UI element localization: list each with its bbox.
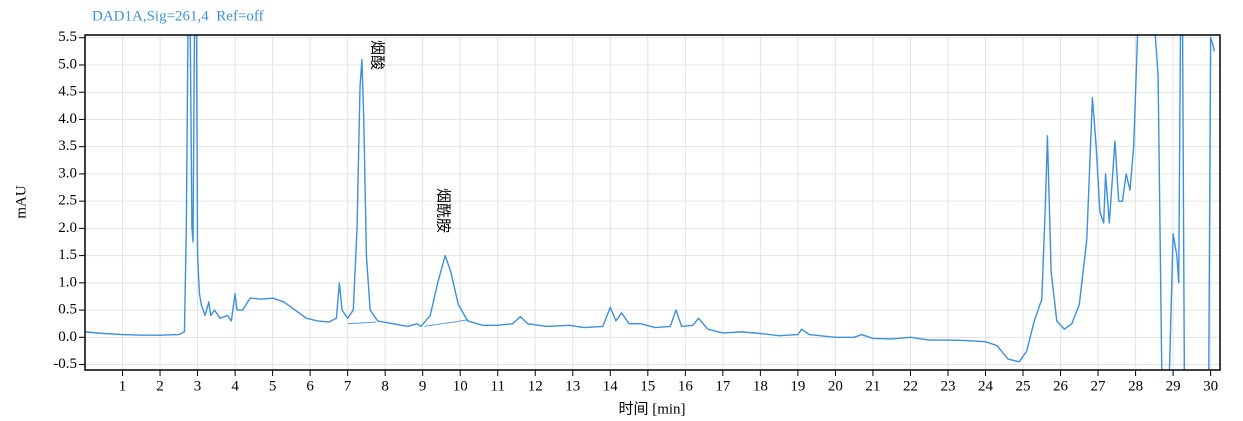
x-tick-label: 19 — [790, 378, 805, 394]
x-tick-label: 25 — [1016, 378, 1031, 394]
x-tick-label: 7 — [344, 378, 352, 394]
x-tick-label: 10 — [453, 378, 468, 394]
signal-trace — [85, 35, 1216, 370]
x-tick-label: 3 — [194, 378, 202, 394]
x-tick-label: 1 — [119, 378, 127, 394]
y-tick-label: 4.0 — [58, 111, 77, 127]
y-tick-label: 1.5 — [58, 247, 77, 263]
x-tick-label: 28 — [1128, 378, 1143, 394]
x-tick-label: 5 — [269, 378, 277, 394]
y-tick-label: 0.5 — [58, 302, 77, 318]
x-tick-label: 14 — [603, 378, 619, 394]
x-tick-label: 13 — [565, 378, 580, 394]
chart-title: DAD1A,Sig=261,4 Ref=off — [92, 8, 264, 24]
x-tick-label: 17 — [715, 378, 731, 394]
y-tick-label: -0.5 — [53, 356, 77, 372]
y-tick-label: 3.0 — [58, 165, 77, 181]
x-tick-label: 23 — [940, 378, 955, 394]
y-tick-label: 3.5 — [58, 138, 77, 154]
x-tick-label: 26 — [1053, 378, 1069, 394]
plot-frame — [84, 34, 1221, 371]
x-tick-label: 12 — [528, 378, 543, 394]
plot-area — [85, 35, 1216, 370]
x-tick-label: 9 — [419, 378, 427, 394]
x-tick-label: 2 — [156, 378, 164, 394]
x-tick-label: 11 — [491, 378, 505, 394]
x-tick-label: 24 — [978, 378, 994, 394]
x-axis-label: 时间 [min] — [618, 400, 685, 417]
y-tick-label: 2.5 — [58, 193, 77, 209]
x-tick-label: 21 — [865, 378, 880, 394]
integration-baseline — [424, 319, 468, 327]
y-axis-label: mAU — [13, 185, 29, 219]
y-tick-label: 5.5 — [58, 29, 77, 45]
x-tick-label: 20 — [828, 378, 843, 394]
x-tick-label: 27 — [1091, 378, 1107, 394]
x-tick-label: 16 — [678, 378, 694, 394]
y-tick-label: 2.0 — [58, 220, 77, 236]
y-tick-label: 0.0 — [58, 329, 77, 345]
y-tick-label: 1.0 — [58, 274, 77, 290]
x-tick-label: 6 — [306, 378, 314, 394]
x-tick-label: 30 — [1203, 378, 1218, 394]
x-tick-label: 15 — [640, 378, 655, 394]
x-tick-label: 29 — [1166, 378, 1181, 394]
x-tick-label: 4 — [231, 378, 239, 394]
peak-label: 烟酰胺 — [435, 188, 452, 233]
peak-label: 烟酸 — [369, 40, 386, 70]
x-tick-label: 22 — [903, 378, 918, 394]
x-tick-label: 18 — [753, 378, 768, 394]
y-tick-label: 5.0 — [58, 56, 77, 72]
integration-baseline — [347, 321, 376, 325]
y-tick-label: 4.5 — [58, 84, 77, 100]
x-tick-label: 8 — [381, 378, 389, 394]
